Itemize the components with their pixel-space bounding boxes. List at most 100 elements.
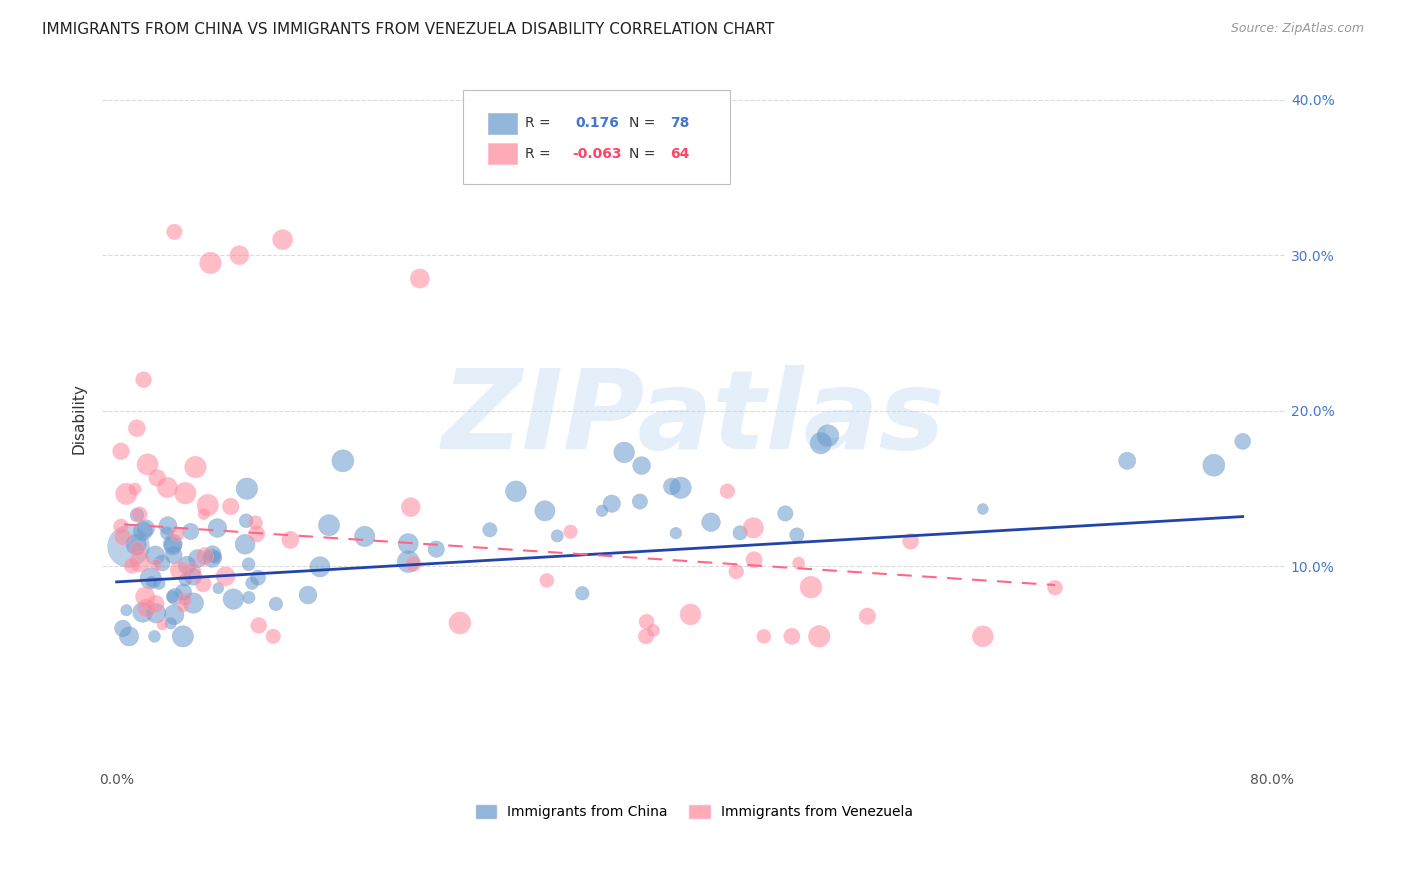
Point bbox=[787, 556, 810, 570]
Point bbox=[187, 551, 209, 566]
Point bbox=[132, 524, 155, 538]
Point bbox=[148, 576, 170, 591]
Point bbox=[700, 515, 723, 529]
Point bbox=[162, 539, 184, 553]
Point bbox=[808, 629, 831, 643]
Legend: Immigrants from China, Immigrants from Venezuela: Immigrants from China, Immigrants from V… bbox=[470, 799, 918, 825]
Point bbox=[742, 553, 765, 567]
Point bbox=[145, 597, 167, 611]
Point bbox=[665, 526, 688, 541]
Point bbox=[131, 605, 153, 619]
Point bbox=[150, 556, 173, 570]
Point bbox=[143, 549, 166, 563]
Point bbox=[856, 609, 879, 624]
Point bbox=[200, 256, 222, 270]
Point bbox=[742, 521, 765, 535]
Point bbox=[560, 524, 582, 539]
Point bbox=[207, 521, 229, 535]
Point bbox=[233, 537, 256, 551]
Point bbox=[162, 537, 184, 551]
Point bbox=[318, 518, 340, 533]
Point bbox=[183, 596, 205, 610]
Point bbox=[900, 534, 922, 549]
Point bbox=[143, 629, 166, 643]
Point bbox=[222, 592, 245, 607]
Point bbox=[636, 615, 658, 629]
Text: ZIPatlas: ZIPatlas bbox=[443, 365, 946, 472]
Point bbox=[449, 615, 471, 630]
Point bbox=[353, 529, 375, 543]
Text: R =: R = bbox=[524, 147, 551, 161]
FancyBboxPatch shape bbox=[488, 144, 516, 164]
Point bbox=[136, 458, 159, 472]
Point bbox=[162, 548, 184, 562]
Point bbox=[129, 555, 152, 569]
Point bbox=[716, 484, 738, 499]
Point bbox=[546, 529, 568, 543]
Point bbox=[201, 547, 224, 561]
Point bbox=[332, 454, 354, 468]
Point bbox=[972, 502, 994, 516]
Point bbox=[115, 603, 138, 617]
Point bbox=[184, 460, 207, 475]
Point bbox=[110, 444, 132, 458]
Point bbox=[193, 507, 215, 521]
Point bbox=[613, 445, 636, 459]
Point bbox=[146, 471, 169, 485]
Point bbox=[174, 486, 197, 500]
Text: -0.063: -0.063 bbox=[572, 147, 621, 161]
Point bbox=[247, 618, 270, 632]
Point bbox=[115, 487, 138, 501]
Point bbox=[238, 591, 260, 605]
Point bbox=[125, 537, 148, 551]
Point bbox=[1202, 458, 1225, 473]
Point bbox=[145, 607, 167, 621]
Point bbox=[127, 541, 149, 556]
Point bbox=[297, 588, 319, 602]
Point bbox=[1116, 454, 1139, 468]
Point bbox=[118, 629, 141, 643]
Point bbox=[245, 516, 267, 530]
Point bbox=[172, 629, 194, 643]
Point bbox=[141, 574, 163, 589]
Point bbox=[728, 525, 751, 540]
Point bbox=[156, 526, 179, 541]
Point bbox=[775, 507, 797, 521]
FancyBboxPatch shape bbox=[463, 89, 730, 184]
Point bbox=[132, 373, 155, 387]
Text: 0.176: 0.176 bbox=[575, 116, 620, 130]
Y-axis label: Disability: Disability bbox=[72, 384, 86, 454]
Point bbox=[591, 504, 613, 518]
Point bbox=[111, 530, 134, 544]
Point bbox=[162, 590, 184, 604]
Point bbox=[240, 576, 263, 591]
Point bbox=[145, 558, 167, 572]
Point bbox=[193, 577, 215, 591]
Point bbox=[1232, 434, 1254, 449]
Point bbox=[172, 585, 194, 599]
Point bbox=[264, 597, 287, 611]
Point bbox=[536, 574, 558, 588]
Point bbox=[197, 498, 219, 512]
Point bbox=[156, 480, 179, 494]
Point bbox=[786, 528, 808, 542]
Point bbox=[630, 458, 652, 473]
Point bbox=[125, 421, 148, 435]
Point bbox=[399, 500, 422, 515]
Point bbox=[643, 624, 665, 638]
Point bbox=[124, 482, 146, 496]
Point bbox=[207, 581, 229, 595]
Point bbox=[402, 557, 425, 571]
Point bbox=[219, 500, 242, 514]
Point bbox=[262, 629, 284, 643]
Point bbox=[309, 559, 332, 574]
Point bbox=[128, 508, 150, 522]
Point bbox=[628, 494, 651, 508]
Point bbox=[156, 518, 179, 533]
Point bbox=[1043, 581, 1066, 595]
Point bbox=[201, 551, 224, 566]
Point bbox=[180, 565, 202, 579]
Point bbox=[661, 479, 683, 493]
Point bbox=[600, 497, 623, 511]
Point bbox=[817, 428, 839, 442]
